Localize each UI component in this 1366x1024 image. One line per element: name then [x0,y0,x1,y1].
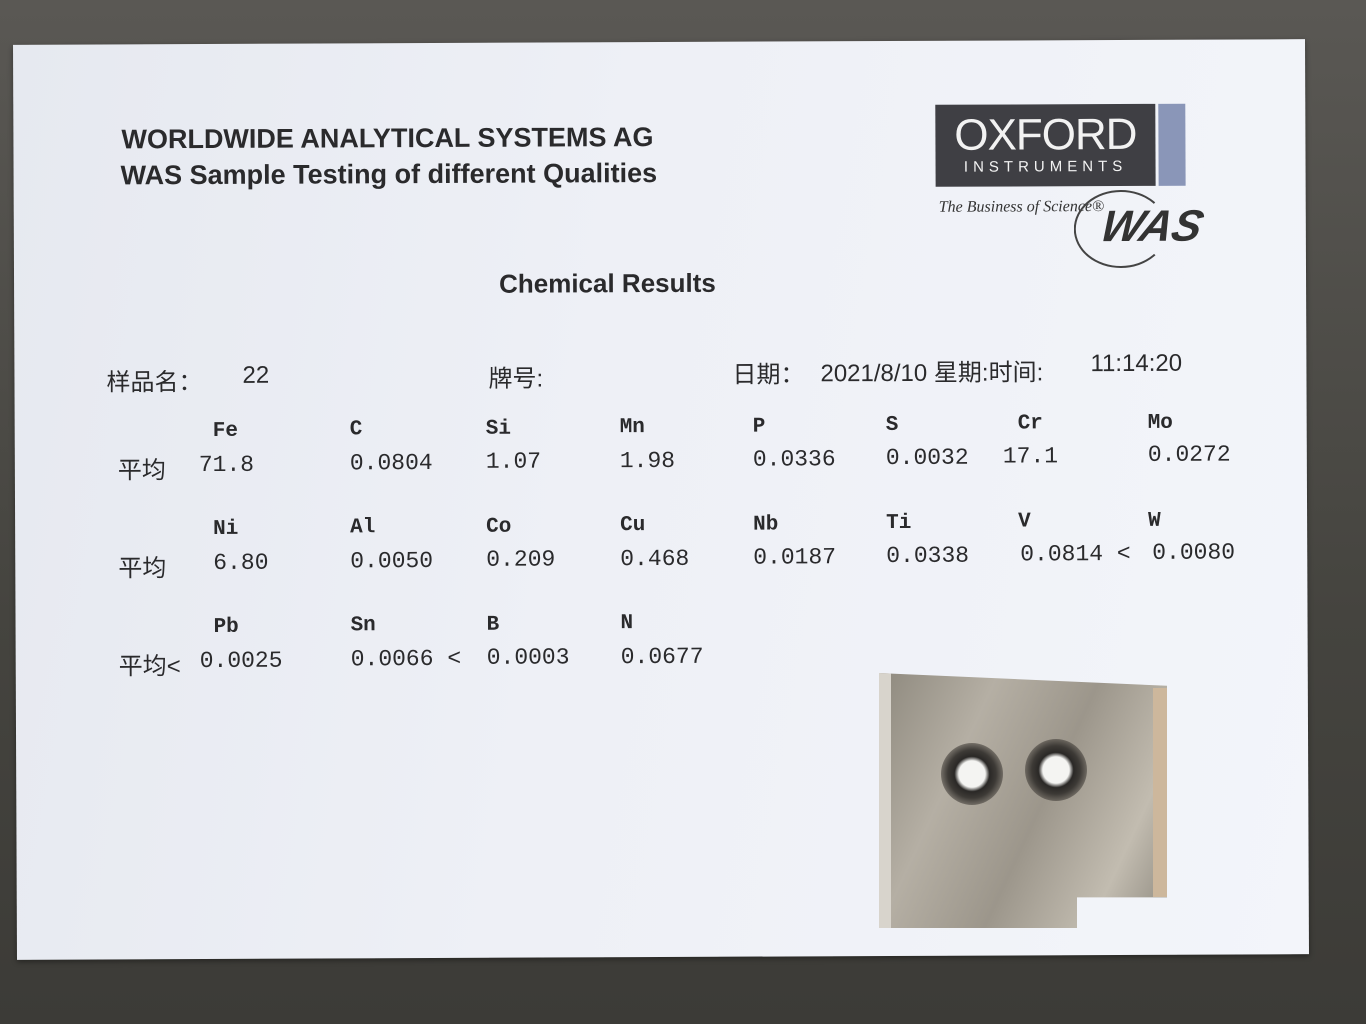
element-value: 0.0677 [620,643,704,670]
element-symbol: Sn [350,614,376,638]
element-value: 6.80 [213,549,269,576]
time-value: 11:14:20 [1090,349,1183,378]
company-name: WORLDWIDE ANALYTICAL SYSTEMS AG [121,122,654,155]
report-subtitle: WAS Sample Testing of different Qualitie… [120,158,658,191]
element-value: 0.0080 [1152,539,1236,567]
element-value: 0.0336 [752,446,836,473]
element-value: 0.0804 [349,450,433,477]
element-value: 0.0003 [486,644,570,672]
grade-label: 牌号: [488,365,544,393]
element-symbol: S [885,413,899,438]
element-symbol: Mo [1147,411,1173,435]
element-value: 0.0032 [885,444,969,472]
element-symbol: C [349,418,363,442]
element-value: 1.07 [485,448,542,476]
element-value: 71.8 [198,451,255,479]
element-value: 0.0814 < [1020,541,1131,568]
element-symbol: Si [485,417,511,441]
element-symbol: B [486,613,500,637]
element-symbol: Ni [213,517,239,541]
element-value: 0.0187 [753,544,837,571]
logo-brand: OXFORD [954,109,1137,160]
element-value: 1.98 [619,447,676,474]
element-symbol: Ti [886,511,912,536]
element-symbol: Al [350,516,376,540]
row-label: 平均< [118,653,181,681]
sample-label: 样品名： [106,368,203,397]
element-value: 0.0066 < [350,646,462,673]
element-symbol: V [1018,510,1031,534]
element-symbol: Nb [753,513,779,537]
spark-spot [941,743,1003,805]
metal-sample [879,673,1167,928]
element-value: 17.1 [1002,443,1059,470]
row-label: 平均 [117,457,166,485]
element-symbol: Fe [212,419,238,443]
logo-sub: INSTRUMENTS [963,157,1128,176]
element-value: 0.209 [486,546,556,574]
element-value: 0.0025 [199,647,283,675]
element-symbol: W [1148,509,1161,533]
element-symbol: Cr [1017,412,1043,436]
element-value: 0.0338 [886,542,970,570]
spark-spot [1025,739,1087,801]
element-value: 0.468 [620,545,690,572]
element-value: 0.0050 [350,548,434,575]
element-symbol: Cu [620,514,646,538]
was-logo: WAS [1095,201,1209,252]
element-symbol: P [752,415,766,439]
oxford-logo: OXFORD INSTRUMENTS [935,103,1156,187]
date-value: 2021/8/10 星期:时间: [820,359,1044,388]
element-symbol: Co [486,515,512,539]
section-title: Chemical Results [498,267,716,299]
element-symbol: Mn [619,416,645,440]
element-symbol: N [620,612,634,636]
element-value: 0.0272 [1147,441,1231,469]
sample-value: 22 [242,361,270,389]
row-label: 平均 [118,555,167,583]
logo-accent [1158,103,1186,186]
date-label: 日期： [732,361,805,389]
element-symbol: Pb [213,615,239,639]
